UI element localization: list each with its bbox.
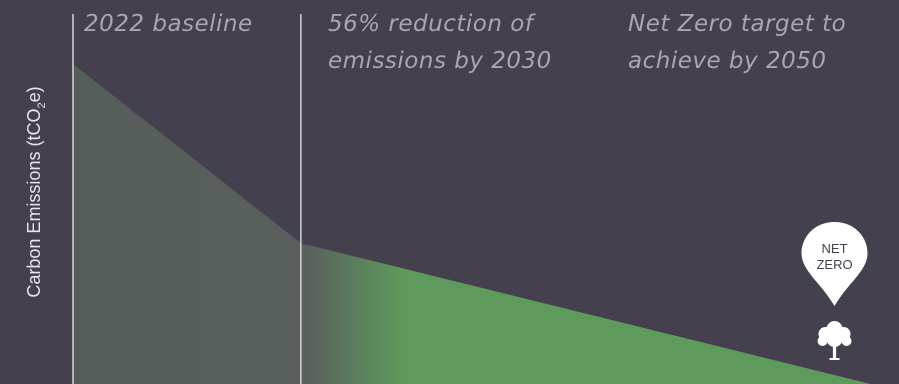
net-zero-marker: NET ZERO — [801, 222, 868, 360]
y-axis-label: Carbon Emissions (tCO2e) — [24, 86, 48, 298]
reduction-annotation-line1: 56% reduction of — [328, 11, 534, 37]
reduction-annotation-line2: emissions by 2030 — [328, 48, 552, 74]
tree-icon — [817, 321, 852, 360]
target-annotation-line1: Net Zero target to — [628, 11, 847, 37]
net-zero-label-line2: ZERO — [816, 257, 852, 272]
baseline-annotation: 2022 baseline — [84, 11, 253, 37]
target-annotation-line2: achieve by 2050 — [628, 48, 827, 74]
map-pin-icon — [801, 222, 868, 306]
emissions-area — [73, 64, 899, 384]
net-zero-label-line1: NET — [822, 241, 848, 256]
